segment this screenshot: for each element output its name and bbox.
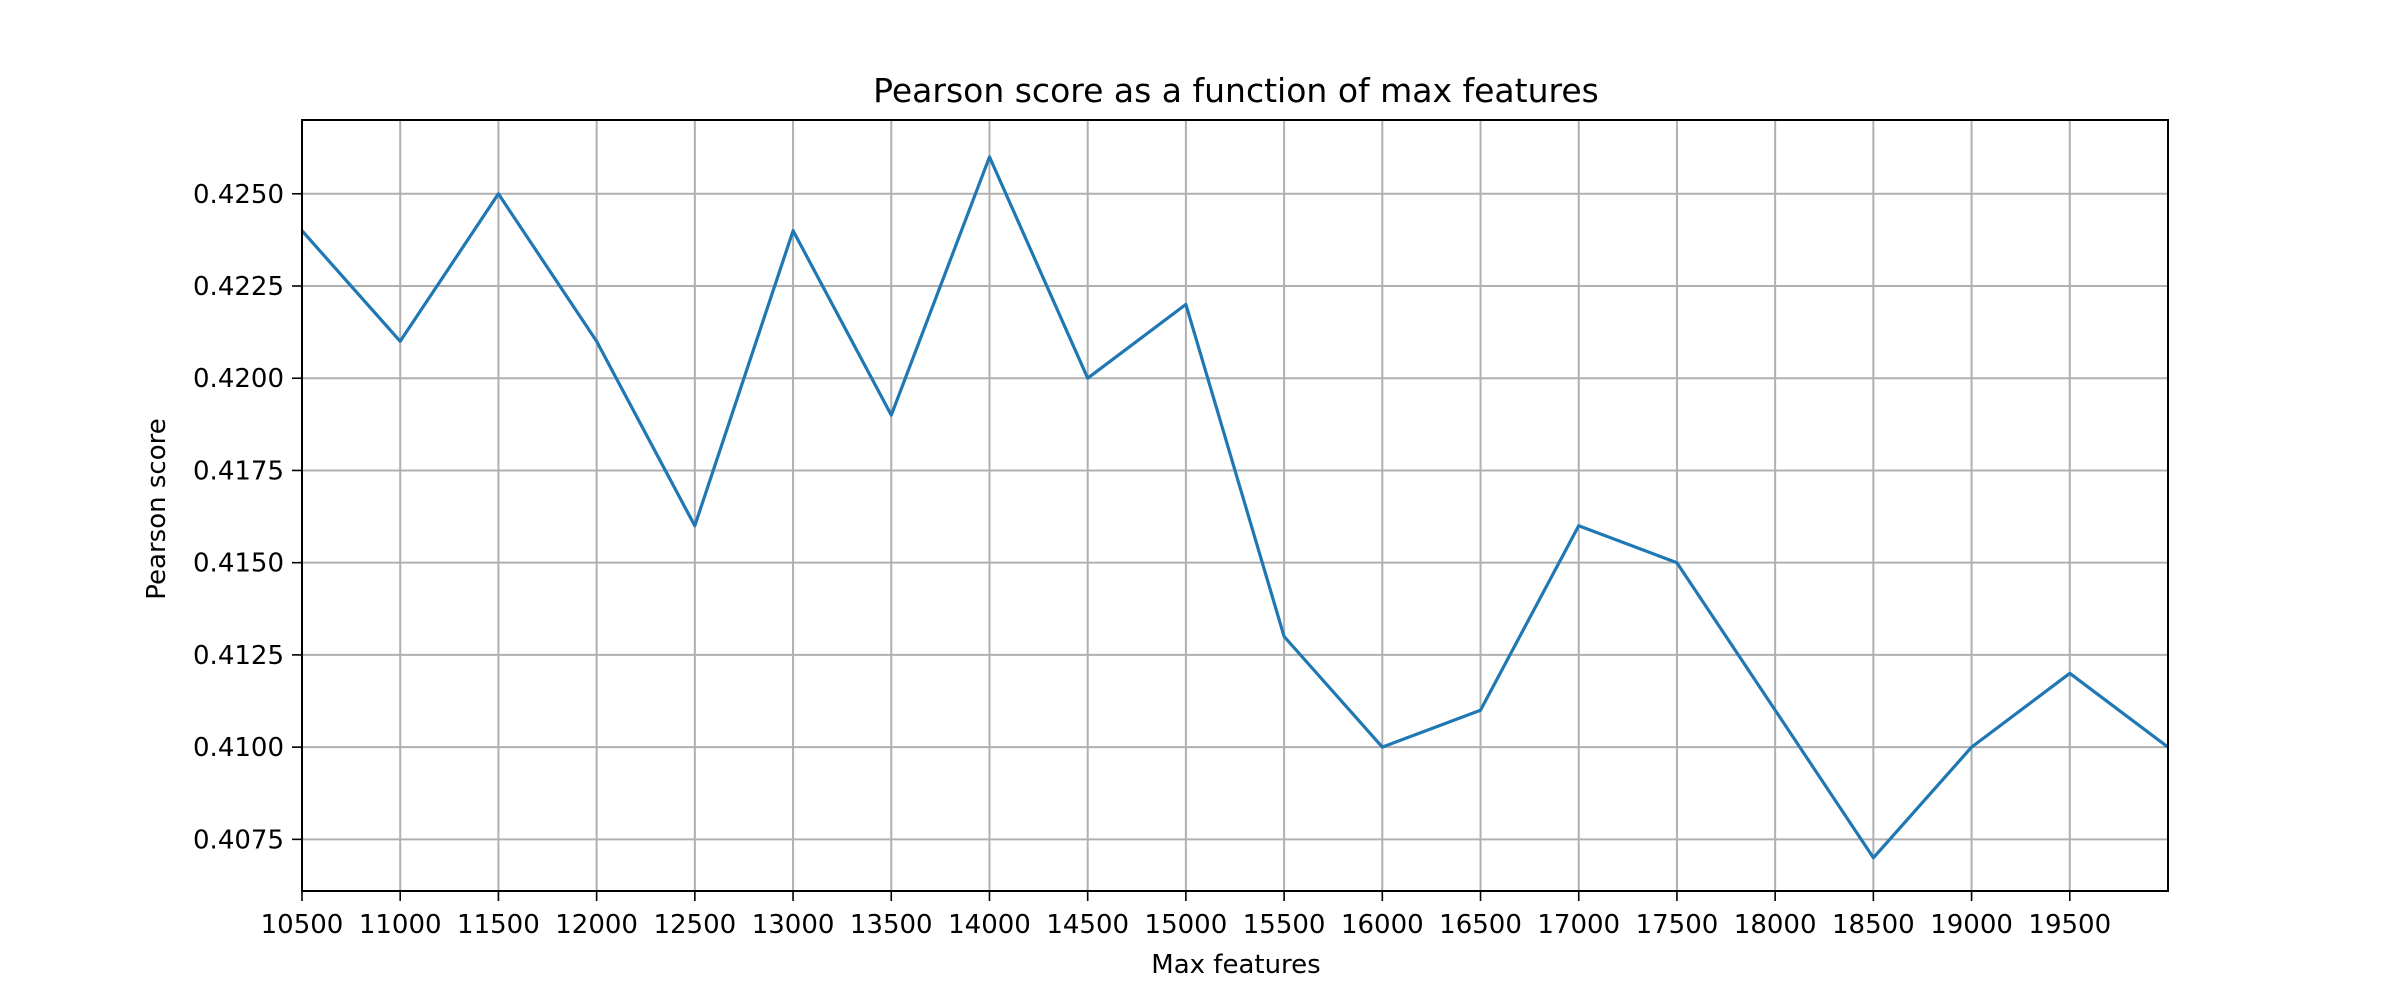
grid	[301, 120, 2168, 891]
y-tick-label: 0.4200	[193, 364, 284, 394]
y-tick-label: 0.4075	[193, 825, 284, 855]
y-axis: 0.4075 0.4100 0.4125 0.4150 0.4175 0.4200 0.42…	[193, 180, 302, 855]
y-axis-label: Pearson score	[142, 418, 172, 599]
x-tick-label: 11000	[359, 910, 442, 940]
series-line	[300, 155, 2169, 860]
x-tick-label: 13500	[850, 910, 933, 940]
x-tick-label: 16500	[1439, 910, 1522, 940]
plot-frame	[301, 119, 2169, 892]
x-tick-label: 12500	[653, 910, 736, 940]
series-layer	[300, 155, 2169, 860]
x-axis: 10500 11000 11500 12000 12500 13000 13500 14000…	[261, 891, 2111, 940]
x-tick-label: 17500	[1636, 910, 1719, 940]
x-tick-label: 11500	[457, 910, 540, 940]
x-tick-label: 16000	[1341, 910, 1424, 940]
x-tick-label: 10500	[261, 910, 344, 940]
x-tick-label: 18500	[1832, 910, 1915, 940]
y-tick-label: 0.4175	[193, 456, 284, 486]
y-tick-label: 0.4250	[193, 180, 284, 210]
y-tick-label: 0.4125	[193, 641, 284, 671]
x-tick-label: 15000	[1145, 910, 1228, 940]
x-tick-label: 14000	[948, 910, 1031, 940]
x-tick-label: 12000	[555, 910, 638, 940]
x-tick-label: 14500	[1046, 910, 1129, 940]
y-tick-label: 0.4150	[193, 549, 284, 579]
x-tick-label: 17000	[1537, 910, 1620, 940]
x-axis-label: Max features	[1151, 950, 1320, 980]
x-tick-label: 15500	[1243, 910, 1326, 940]
x-tick-label: 18000	[1734, 910, 1817, 940]
x-tick-label: 19000	[1930, 910, 2013, 940]
x-tick-label: 13000	[752, 910, 835, 940]
chart-title: Pearson score as a function of max featu…	[873, 71, 1599, 110]
y-tick-label: 0.4100	[193, 733, 284, 763]
x-tick-label: 19500	[2028, 910, 2111, 940]
y-tick-label: 0.4225	[193, 272, 284, 302]
